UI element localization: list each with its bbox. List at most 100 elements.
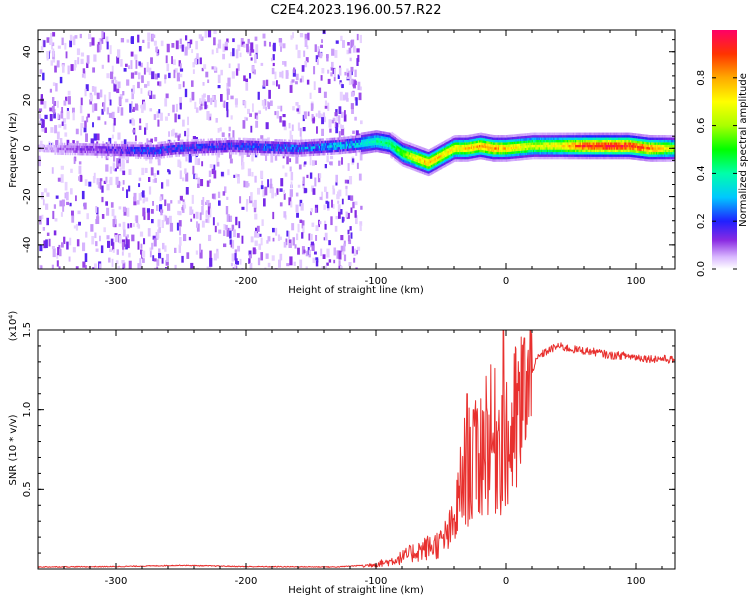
heatmap-cell xyxy=(105,36,109,43)
heatmap-cell xyxy=(67,96,71,105)
heatmap-cell xyxy=(94,103,98,111)
heatmap-cell xyxy=(568,154,570,157)
heatmap-cell xyxy=(231,149,233,153)
heatmap-cell xyxy=(189,206,193,216)
heatmap-cell xyxy=(76,143,79,146)
heatmap-cell xyxy=(351,145,354,149)
heatmap-cell xyxy=(250,192,253,201)
heatmap-cell xyxy=(563,137,565,140)
heatmap-cell xyxy=(328,145,330,148)
heatmap-cell xyxy=(327,145,329,148)
heatmap-cell xyxy=(321,140,323,144)
heatmap-cell xyxy=(562,149,564,153)
heatmap-cell xyxy=(458,137,460,140)
heatmap-cell xyxy=(369,145,371,149)
heatmap-cell xyxy=(334,137,336,141)
heatmap-cell xyxy=(549,154,551,157)
heatmap-cell xyxy=(142,149,144,152)
heatmap-cell xyxy=(232,147,234,150)
heatmap-cell xyxy=(285,238,288,246)
heatmap-cell xyxy=(576,156,578,160)
heatmap-cell xyxy=(488,139,490,142)
heatmap-cell xyxy=(521,152,523,156)
heatmap-cell xyxy=(225,224,228,230)
heatmap-cell xyxy=(252,145,254,148)
heatmap-cell xyxy=(281,144,283,147)
heatmap-cell xyxy=(216,154,219,163)
heatmap-cell xyxy=(73,225,77,229)
heatmap-cell xyxy=(468,156,471,160)
heatmap-cell xyxy=(220,69,223,76)
heatmap-cell xyxy=(387,146,390,150)
heatmap-cell xyxy=(130,153,132,157)
heatmap-cell xyxy=(422,150,425,153)
heatmap-cell xyxy=(155,232,159,240)
heatmap-cell xyxy=(263,99,267,106)
heatmap-cell xyxy=(309,92,312,99)
heatmap-cell xyxy=(272,62,275,67)
heatmap-cell xyxy=(116,153,118,157)
heatmap-cell xyxy=(276,151,279,154)
heatmap-cell xyxy=(250,57,253,61)
heatmap-cell xyxy=(542,142,544,145)
heatmap-cell xyxy=(481,154,483,158)
heatmap-cell xyxy=(199,243,202,253)
heatmap-cell xyxy=(54,152,56,155)
heatmap-cell xyxy=(248,152,251,156)
heatmap-cell xyxy=(495,139,498,143)
heatmap-cell xyxy=(557,147,560,150)
heatmap-cell xyxy=(323,204,326,210)
heatmap-cell xyxy=(269,100,273,107)
heatmap-cell xyxy=(156,205,159,211)
heatmap-cell xyxy=(371,130,373,134)
heatmap-cell xyxy=(437,159,439,162)
heatmap-cell xyxy=(259,150,261,154)
heatmap-cell xyxy=(426,158,428,162)
heatmap-cell xyxy=(141,104,144,113)
heatmap-cell xyxy=(77,147,80,151)
heatmap-cell xyxy=(546,154,549,157)
heatmap-cell xyxy=(558,137,561,140)
heatmap-cell xyxy=(327,140,329,144)
heatmap-cell xyxy=(479,156,481,160)
heatmap-cell xyxy=(528,140,530,143)
heatmap-cell xyxy=(403,140,405,143)
heatmap-cell xyxy=(538,147,541,150)
heatmap-cell xyxy=(412,153,414,156)
heatmap-cell xyxy=(447,155,450,159)
heatmap-cell xyxy=(447,143,450,147)
heatmap-cell xyxy=(179,73,183,78)
heatmap-cell xyxy=(71,143,74,146)
heatmap-cell xyxy=(208,148,211,151)
heatmap-cell xyxy=(530,137,533,141)
heatmap-cell xyxy=(51,44,53,50)
heatmap-cell xyxy=(530,132,533,136)
heatmap-cell xyxy=(109,176,113,186)
heatmap-cell xyxy=(484,150,487,153)
heatmap-cell xyxy=(111,79,114,84)
heatmap-cell xyxy=(126,148,129,152)
heatmap-cell xyxy=(114,143,116,147)
heatmap-cell xyxy=(248,140,251,143)
heatmap-cell xyxy=(177,151,179,155)
heatmap-cell xyxy=(469,136,472,140)
heatmap-cell xyxy=(106,235,110,240)
heatmap-cell xyxy=(115,153,117,157)
heatmap-cell xyxy=(88,143,90,146)
heatmap-cell xyxy=(264,186,268,196)
heatmap-cell xyxy=(345,143,348,147)
heatmap-cell xyxy=(217,147,219,151)
heatmap-cell xyxy=(253,138,255,141)
heatmap-cell xyxy=(145,144,148,148)
heatmap-cell xyxy=(205,201,208,205)
heatmap-cell xyxy=(342,139,344,142)
heatmap-cell xyxy=(494,156,496,160)
heatmap-cell xyxy=(138,72,141,80)
heatmap-cell xyxy=(401,149,404,152)
heatmap-cell xyxy=(494,154,496,157)
heatmap-cell xyxy=(434,153,437,156)
heatmap-cell xyxy=(397,143,399,147)
heatmap-cell xyxy=(187,116,189,126)
heatmap-cell xyxy=(411,155,413,158)
heatmap-cell xyxy=(165,143,168,146)
